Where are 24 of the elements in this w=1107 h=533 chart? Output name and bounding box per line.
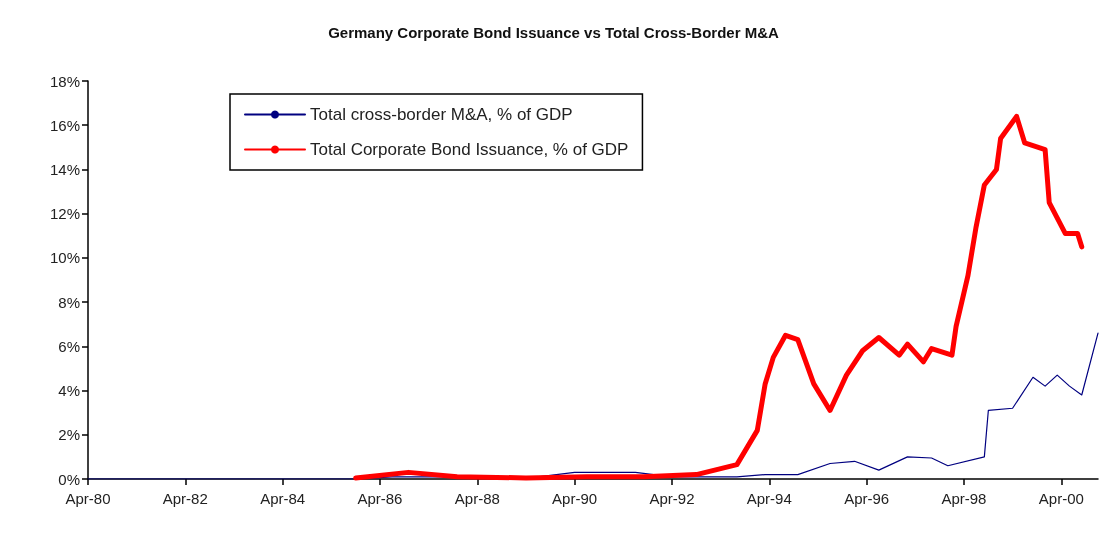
y-tick-label: 6% (58, 337, 80, 355)
x-tick-label: Apr-96 (844, 490, 890, 507)
x-tick-label: Apr-80 (65, 490, 111, 507)
y-tick-label: 16% (49, 116, 80, 134)
legend-label: Total cross-border M&A, % of GDP (310, 105, 573, 124)
y-tick-label: 10% (49, 249, 80, 267)
x-tick-label: Apr-82 (162, 490, 208, 507)
y-tick-label: 4% (58, 382, 80, 400)
y-tick-label: 8% (58, 293, 80, 311)
y-tick-label: 2% (58, 426, 80, 444)
x-tick-label: Apr-92 (649, 490, 695, 507)
chart-title: Germany Corporate Bond Issuance vs Total Cross-Border M&A (328, 24, 779, 41)
y-tick-label: 12% (49, 205, 80, 223)
y-tick-label: 14% (49, 160, 80, 178)
x-tick-label: Apr-88 (454, 490, 500, 507)
x-tick-label: Apr-94 (746, 490, 792, 507)
y-tick-label: 18% (49, 72, 80, 90)
x-tick-label: Apr-84 (260, 490, 306, 507)
x-tick-label: Apr-90 (552, 490, 598, 507)
x-tick-label: Apr-00 (1038, 490, 1084, 507)
x-tick-label: Apr-98 (941, 490, 987, 507)
legend-label: Total Corporate Bond Issuance, % of GDP (310, 140, 629, 159)
x-tick-label: Apr-86 (357, 490, 403, 507)
y-tick-label: 0% (58, 470, 80, 488)
